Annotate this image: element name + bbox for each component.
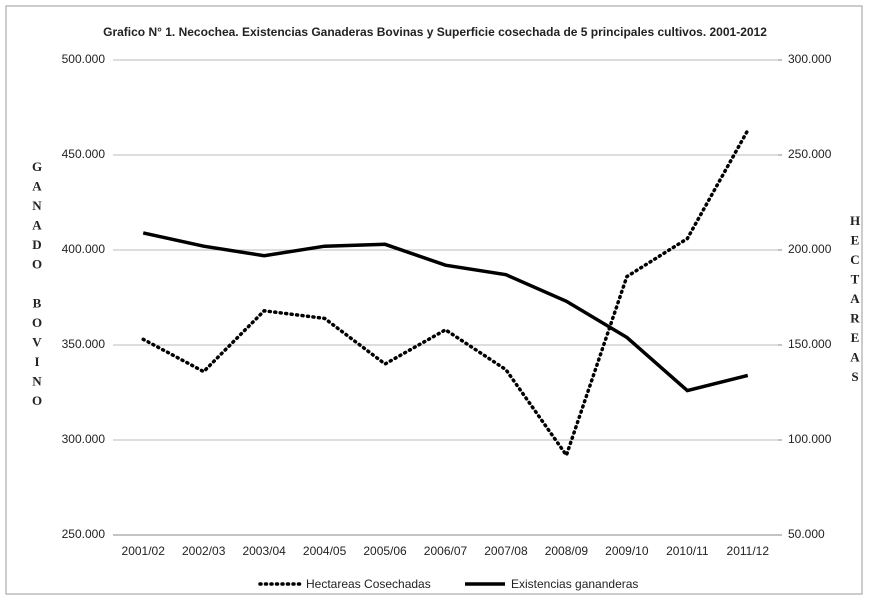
y-tick-label: 500.000 <box>62 52 106 66</box>
series-line <box>142 231 749 393</box>
y-tick-label: 450.000 <box>62 147 106 161</box>
y-tick-label: 250.000 <box>62 527 106 541</box>
y-tick-label: 400.000 <box>62 242 106 256</box>
y2-tick-label: 150.000 <box>788 337 832 351</box>
y2-tick-label: 300.000 <box>788 52 832 66</box>
legend-label: Existencias gananderas <box>511 577 638 591</box>
x-tick-label: 2003/04 <box>242 544 286 558</box>
x-tick-label: 2004/05 <box>303 544 347 558</box>
chart-title: Grafico N° 1. Necochea. Existencias Gana… <box>103 25 767 39</box>
y2-tick-label: 250.000 <box>788 147 832 161</box>
y-tick-label: 300.000 <box>62 432 106 446</box>
x-tick-label: 2010/11 <box>666 544 709 558</box>
legend-label: Hectareas Cosechadas <box>306 577 431 591</box>
series-line <box>141 128 750 460</box>
y2-tick-label: 50.000 <box>788 527 825 541</box>
x-tick-label: 2007/08 <box>484 544 528 558</box>
x-tick-label: 2006/07 <box>424 544 468 558</box>
x-tick-label: 2009/10 <box>605 544 649 558</box>
x-tick-label: 2011/12 <box>727 544 770 558</box>
x-tick-label: 2002/03 <box>182 544 226 558</box>
x-tick-label: 2008/09 <box>545 544 589 558</box>
x-tick-label: 2005/06 <box>363 544 407 558</box>
y2-tick-label: 100.000 <box>788 432 832 446</box>
y2-tick-label: 200.000 <box>788 242 832 256</box>
y-tick-label: 350.000 <box>62 337 106 351</box>
x-tick-label: 2001/02 <box>122 544 166 558</box>
chart-frame <box>5 5 863 595</box>
